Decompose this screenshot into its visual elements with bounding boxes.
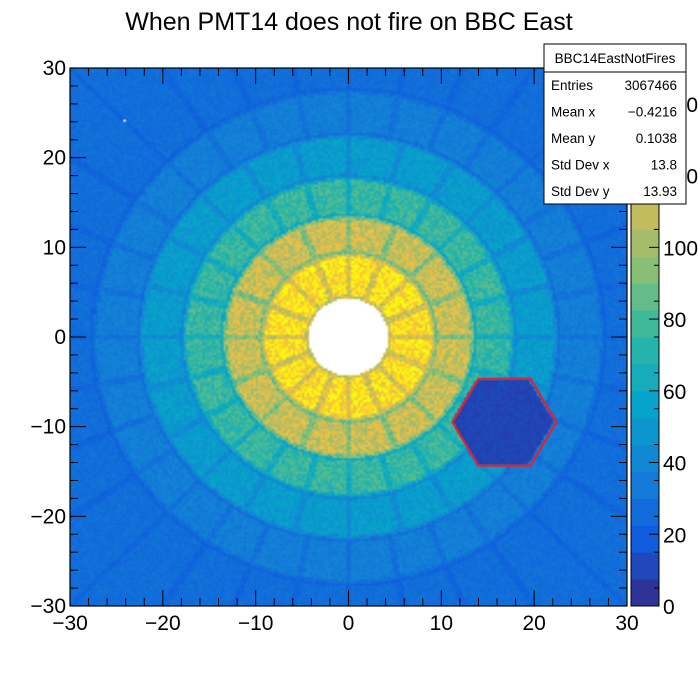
chart-title: When PMT14 does not fire on BBC East xyxy=(125,8,572,36)
palette-band xyxy=(631,283,659,311)
stats-label: Std Dev x xyxy=(551,158,610,173)
x-tick-label: 10 xyxy=(430,612,453,635)
palette-band xyxy=(631,337,659,365)
y-tick-label: −20 xyxy=(30,505,66,528)
y-tick-label: −30 xyxy=(30,595,66,618)
palette-band xyxy=(631,202,659,230)
palette-band xyxy=(631,417,659,446)
palette-band xyxy=(631,579,659,607)
palette-band xyxy=(631,390,659,419)
palette-band xyxy=(631,471,659,499)
heatmap-cells xyxy=(70,68,627,606)
stats-value: 3067466 xyxy=(624,78,677,93)
y-tick-label: 20 xyxy=(43,147,66,170)
stats-value: 13.93 xyxy=(643,184,677,199)
stats-box xyxy=(543,43,687,205)
stats-value: 0.1038 xyxy=(636,131,677,146)
y-tick-label: 10 xyxy=(43,236,66,259)
y-tick-label: 30 xyxy=(43,57,66,80)
palette-band xyxy=(631,498,659,526)
x-tick-label: 0 xyxy=(343,612,355,635)
palette-band xyxy=(631,310,659,338)
stats-value: 13.8 xyxy=(651,158,677,173)
z-tick-label: 0 xyxy=(663,596,675,619)
palette-band xyxy=(631,256,659,284)
y-tick-label: 0 xyxy=(54,326,66,349)
stats-label: Entries xyxy=(551,78,593,93)
stats-value: −0.4216 xyxy=(628,105,677,120)
z-tick-label: 80 xyxy=(663,309,686,332)
stats-title: BBC14EastNotFires xyxy=(555,51,676,66)
x-tick-label: −20 xyxy=(145,612,181,635)
palette-band xyxy=(631,363,659,392)
palette-band xyxy=(631,525,659,553)
z-tick-label: 20 xyxy=(663,524,686,547)
palette-band xyxy=(631,444,659,472)
x-tick-label: −30 xyxy=(52,612,88,635)
hexagon-annotation xyxy=(451,377,558,467)
palette-band xyxy=(631,552,659,580)
z-tick-label: 60 xyxy=(663,381,686,404)
stats-label: Mean y xyxy=(551,131,596,146)
stats-label: Std Dev y xyxy=(551,184,610,199)
y-tick-label: −10 xyxy=(30,416,66,439)
z-tick-label: 40 xyxy=(663,453,686,476)
x-tick-label: 20 xyxy=(522,612,545,635)
x-tick-label: 30 xyxy=(615,612,638,635)
stats-label: Mean x xyxy=(551,105,596,120)
palette-band xyxy=(631,229,659,257)
z-tick-label: 100 xyxy=(663,237,698,260)
x-tick-label: −10 xyxy=(238,612,274,635)
